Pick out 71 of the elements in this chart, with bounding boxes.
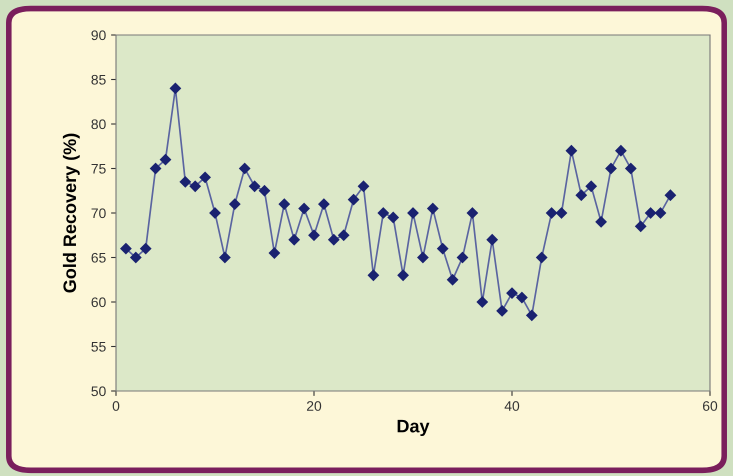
y-tick-label: 65 — [92, 252, 106, 263]
point — [635, 220, 646, 232]
point — [417, 252, 429, 264]
point — [368, 270, 380, 281]
point — [654, 207, 666, 219]
point — [268, 247, 280, 259]
point — [229, 198, 240, 210]
point — [180, 176, 191, 188]
point — [437, 242, 448, 254]
point — [348, 194, 360, 206]
point — [625, 162, 636, 174]
point — [239, 162, 250, 174]
point — [130, 252, 142, 264]
point — [536, 252, 548, 264]
point — [446, 274, 458, 286]
point — [298, 202, 310, 214]
point — [644, 207, 656, 219]
point — [160, 154, 172, 166]
point — [150, 162, 162, 174]
y-tick-label: 90 — [91, 30, 106, 40]
point — [338, 230, 350, 241]
point — [516, 292, 528, 304]
point — [605, 162, 617, 174]
point — [506, 287, 518, 299]
point — [318, 198, 330, 210]
point — [615, 145, 627, 156]
x-axis-title: Day — [398, 420, 430, 436]
point — [278, 198, 290, 210]
point — [576, 190, 587, 201]
point — [476, 296, 488, 308]
point — [140, 242, 152, 254]
point — [466, 207, 478, 219]
x-tick-label: 60 — [702, 401, 718, 411]
x-tick-label: 20 — [306, 401, 322, 411]
point — [526, 310, 538, 321]
point — [586, 180, 597, 192]
point — [288, 234, 300, 246]
point — [388, 212, 399, 224]
x-tick-label: 40 — [504, 401, 520, 411]
point — [209, 207, 221, 219]
point — [219, 252, 231, 264]
point — [358, 180, 370, 192]
y-tick-label: 85 — [91, 74, 106, 85]
point — [248, 180, 260, 192]
y-tick-label: 50 — [91, 386, 106, 396]
point — [595, 216, 607, 228]
x-tick-label: 0 — [112, 401, 120, 411]
point — [328, 234, 340, 246]
y-tick-label: 60 — [92, 297, 106, 308]
y-tick-label: 70 — [92, 208, 106, 218]
y-tick-label: 80 — [91, 119, 106, 130]
point — [664, 190, 676, 201]
point — [190, 180, 201, 192]
y-tick-label: 75 — [92, 164, 106, 174]
point — [170, 82, 182, 94]
point — [397, 270, 409, 281]
point — [378, 207, 389, 219]
point — [308, 230, 320, 241]
point — [486, 234, 498, 246]
point — [566, 145, 578, 156]
point — [120, 242, 132, 254]
point — [496, 305, 508, 317]
point — [546, 207, 558, 219]
point — [456, 252, 468, 264]
point — [407, 207, 419, 219]
y-tick-label: 55 — [91, 342, 106, 352]
point — [556, 207, 568, 219]
point — [258, 185, 270, 196]
point — [199, 172, 211, 184]
point — [427, 202, 438, 214]
y-axis-title: Gold Recovery (%) — [62, 134, 80, 293]
